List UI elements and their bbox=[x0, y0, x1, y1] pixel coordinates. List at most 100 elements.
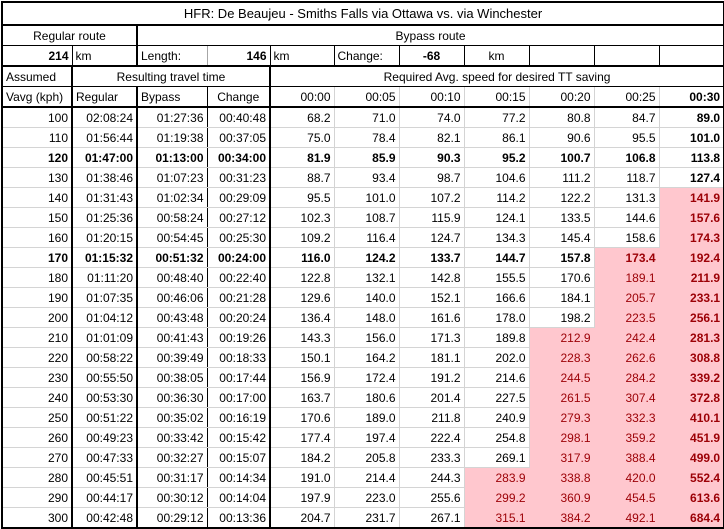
cell-required-speed[interactable]: 109.2 bbox=[270, 227, 335, 248]
cell-bypass-time[interactable]: 00:54:45 bbox=[137, 227, 208, 248]
cell-required-speed[interactable]: 552.4 bbox=[659, 467, 724, 488]
cell-required-speed[interactable]: 197.4 bbox=[334, 427, 400, 448]
cell-vavg[interactable]: 190 bbox=[2, 287, 73, 308]
cell-required-speed[interactable]: 170.6 bbox=[529, 267, 595, 288]
empty-cell[interactable] bbox=[659, 45, 724, 67]
cell-vavg[interactable]: 280 bbox=[2, 467, 73, 488]
cell-required-speed[interactable]: 122.2 bbox=[529, 187, 595, 208]
cell-change-time[interactable]: 00:37:05 bbox=[207, 127, 271, 148]
cell-required-speed[interactable]: 191.0 bbox=[270, 467, 335, 488]
cell-bypass-time[interactable]: 00:35:02 bbox=[137, 407, 208, 428]
assumed-header[interactable]: Assumed bbox=[2, 66, 73, 87]
cell-vavg[interactable]: 300 bbox=[2, 507, 73, 529]
cell-required-speed[interactable]: 89.0 bbox=[659, 107, 724, 128]
cell-required-speed[interactable]: 454.5 bbox=[594, 487, 660, 508]
cell-bypass-time[interactable]: 00:39:49 bbox=[137, 347, 208, 368]
cell-vavg[interactable]: 180 bbox=[2, 267, 73, 288]
cell-required-speed[interactable]: 116.4 bbox=[334, 227, 400, 248]
cell-required-speed[interactable]: 132.1 bbox=[334, 267, 400, 288]
cell-required-speed[interactable]: 156.0 bbox=[334, 327, 400, 348]
cell-bypass-time[interactable]: 01:02:34 bbox=[137, 187, 208, 208]
bypass-route-header[interactable]: Bypass route bbox=[137, 25, 724, 46]
cell-required-speed[interactable]: 124.7 bbox=[399, 227, 465, 248]
cell-required-speed[interactable]: 359.2 bbox=[594, 427, 660, 448]
cell-required-speed[interactable]: 204.7 bbox=[270, 507, 335, 529]
cell-regular-time[interactable]: 01:31:43 bbox=[72, 187, 138, 208]
cell-vavg[interactable]: 100 bbox=[2, 107, 73, 128]
change-value[interactable]: -68 bbox=[399, 45, 465, 67]
cell-regular-time[interactable]: 01:01:09 bbox=[72, 327, 138, 348]
travel-time-header[interactable]: Resulting travel time bbox=[72, 66, 271, 87]
cell-bypass-time[interactable]: 00:31:17 bbox=[137, 467, 208, 488]
cell-change-time[interactable]: 00:17:44 bbox=[207, 367, 271, 388]
length-label[interactable]: Length: bbox=[137, 45, 208, 67]
cell-required-speed[interactable]: 124.2 bbox=[334, 247, 400, 268]
cell-required-speed[interactable]: 214.4 bbox=[334, 467, 400, 488]
change-unit[interactable]: km bbox=[464, 45, 530, 67]
cell-required-speed[interactable]: 189.1 bbox=[594, 267, 660, 288]
cell-required-speed[interactable]: 181.1 bbox=[399, 347, 465, 368]
cell-vavg[interactable]: 160 bbox=[2, 227, 73, 248]
regular-column-header[interactable]: Regular bbox=[72, 86, 138, 108]
cell-required-speed[interactable]: 227.5 bbox=[464, 387, 530, 408]
cell-required-speed[interactable]: 223.5 bbox=[594, 307, 660, 328]
cell-required-speed[interactable]: 231.7 bbox=[334, 507, 400, 529]
cell-required-speed[interactable]: 136.4 bbox=[270, 307, 335, 328]
cell-required-speed[interactable]: 279.3 bbox=[529, 407, 595, 428]
cell-regular-time[interactable]: 00:45:51 bbox=[72, 467, 138, 488]
cell-bypass-time[interactable]: 00:46:06 bbox=[137, 287, 208, 308]
cell-required-speed[interactable]: 299.2 bbox=[464, 487, 530, 508]
cell-required-speed[interactable]: 115.9 bbox=[399, 207, 465, 228]
cell-bypass-time[interactable]: 00:33:42 bbox=[137, 427, 208, 448]
cell-change-time[interactable]: 00:40:48 bbox=[207, 107, 271, 128]
cell-change-time[interactable]: 00:14:34 bbox=[207, 467, 271, 488]
cell-required-speed[interactable]: 267.1 bbox=[399, 507, 465, 529]
cell-required-speed[interactable]: 308.8 bbox=[659, 347, 724, 368]
cell-regular-time[interactable]: 00:55:50 bbox=[72, 367, 138, 388]
cell-required-speed[interactable]: 189.8 bbox=[464, 327, 530, 348]
cell-bypass-time[interactable]: 00:43:48 bbox=[137, 307, 208, 328]
cell-required-speed[interactable]: 332.3 bbox=[594, 407, 660, 428]
cell-regular-time[interactable]: 01:11:20 bbox=[72, 267, 138, 288]
cell-change-time[interactable]: 00:16:19 bbox=[207, 407, 271, 428]
cell-required-speed[interactable]: 102.3 bbox=[270, 207, 335, 228]
cell-bypass-time[interactable]: 00:51:32 bbox=[137, 247, 208, 268]
time-col-header[interactable]: 00:00 bbox=[270, 86, 335, 108]
cell-required-speed[interactable]: 211.9 bbox=[659, 267, 724, 288]
cell-required-speed[interactable]: 189.0 bbox=[334, 407, 400, 428]
cell-required-speed[interactable]: 212.9 bbox=[529, 327, 595, 348]
cell-required-speed[interactable]: 114.2 bbox=[464, 187, 530, 208]
cell-regular-time[interactable]: 01:07:35 bbox=[72, 287, 138, 308]
cell-bypass-time[interactable]: 00:32:27 bbox=[137, 447, 208, 468]
cell-required-speed[interactable]: 156.9 bbox=[270, 367, 335, 388]
cell-change-time[interactable]: 00:19:26 bbox=[207, 327, 271, 348]
cell-required-speed[interactable]: 116.0 bbox=[270, 247, 335, 268]
cell-required-speed[interactable]: 384.2 bbox=[529, 507, 595, 529]
cell-required-speed[interactable]: 122.8 bbox=[270, 267, 335, 288]
cell-required-speed[interactable]: 143.3 bbox=[270, 327, 335, 348]
cell-vavg[interactable]: 200 bbox=[2, 307, 73, 328]
cell-required-speed[interactable]: 338.8 bbox=[529, 467, 595, 488]
cell-required-speed[interactable]: 152.1 bbox=[399, 287, 465, 308]
cell-required-speed[interactable]: 315.1 bbox=[464, 507, 530, 529]
cell-required-speed[interactable]: 170.6 bbox=[270, 407, 335, 428]
cell-required-speed[interactable]: 298.1 bbox=[529, 427, 595, 448]
cell-change-time[interactable]: 00:34:00 bbox=[207, 147, 271, 168]
cell-required-speed[interactable]: 93.4 bbox=[334, 167, 400, 188]
page-title[interactable]: HFR: De Beaujeu - Smiths Falls via Ottaw… bbox=[2, 2, 724, 26]
cell-change-time[interactable]: 00:27:12 bbox=[207, 207, 271, 228]
cell-required-speed[interactable]: 256.1 bbox=[659, 307, 724, 328]
cell-required-speed[interactable]: 178.0 bbox=[464, 307, 530, 328]
cell-required-speed[interactable]: 86.1 bbox=[464, 127, 530, 148]
cell-required-speed[interactable]: 108.7 bbox=[334, 207, 400, 228]
cell-required-speed[interactable]: 101.0 bbox=[659, 127, 724, 148]
cell-required-speed[interactable]: 74.0 bbox=[399, 107, 465, 128]
cell-regular-time[interactable]: 01:56:44 bbox=[72, 127, 138, 148]
cell-required-speed[interactable]: 180.6 bbox=[334, 387, 400, 408]
cell-required-speed[interactable]: 142.8 bbox=[399, 267, 465, 288]
cell-required-speed[interactable]: 255.6 bbox=[399, 487, 465, 508]
regular-length-unit[interactable]: km bbox=[72, 45, 138, 67]
cell-required-speed[interactable]: 184.2 bbox=[270, 447, 335, 468]
cell-change-time[interactable]: 00:24:00 bbox=[207, 247, 271, 268]
cell-vavg[interactable]: 260 bbox=[2, 427, 73, 448]
